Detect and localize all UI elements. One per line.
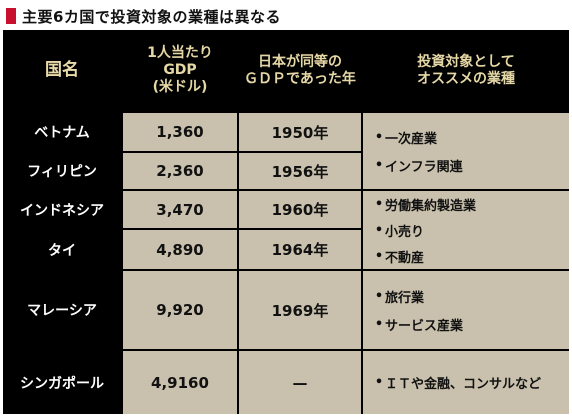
row-year-singapore: — bbox=[239, 351, 361, 414]
comparison-table: 国名 1人当たり GDP (米ドル) 日本が同等の ＧＤＰであった年 投資対象と… bbox=[3, 30, 569, 414]
header-gdp: 1人当たり GDP (米ドル) bbox=[123, 30, 237, 111]
header-recommend-line2: オススメの業種 bbox=[417, 70, 515, 87]
title-marker bbox=[6, 8, 16, 24]
header-japan-year-line1: 日本が同等の bbox=[258, 53, 342, 70]
recommend-item: • ＩＴや金融、コンサルなど bbox=[374, 375, 542, 392]
title-bar: 主要6カ国で投資対象の業種は異なる bbox=[6, 6, 281, 26]
recommend-item: • インフラ関連 bbox=[374, 157, 463, 175]
recommend-item: • 旅行業 bbox=[374, 288, 425, 306]
row-year-vietnam: 1950年 bbox=[239, 113, 361, 151]
row-gdp-indonesia: 3,470 bbox=[123, 191, 237, 228]
recommend-item: • 不動産 bbox=[374, 248, 425, 266]
row-country-vietnam: ベトナム bbox=[3, 113, 121, 151]
header-country: 国名 bbox=[3, 30, 121, 111]
row-year-philippines: 1956年 bbox=[239, 153, 361, 189]
row-gdp-philippines: 2,360 bbox=[123, 153, 237, 189]
header-japan-year-line2: ＧＤＰであった年 bbox=[244, 70, 356, 87]
header-gdp-line2: GDP bbox=[163, 62, 197, 78]
row-country-singapore: シンガポール bbox=[3, 351, 121, 414]
row-country-malaysia: マレーシア bbox=[3, 271, 121, 349]
header-recommend-line1: 投資対象として bbox=[417, 53, 515, 70]
recommend-item: • 一次産業 bbox=[374, 129, 438, 147]
row-country-indonesia: インドネシア bbox=[3, 191, 121, 228]
header-gdp-line3: (米ドル) bbox=[152, 79, 208, 95]
recommend-item: • 小売り bbox=[374, 222, 425, 240]
row-gdp-vietnam: 1,360 bbox=[123, 113, 237, 151]
header-gdp-line1: 1人当たり bbox=[147, 45, 213, 61]
row-gdp-malaysia: 9,920 bbox=[123, 271, 237, 349]
recommend-group-4: • ＩＴや金融、コンサルなど bbox=[363, 351, 569, 414]
recommend-item: • サービス産業 bbox=[374, 316, 464, 334]
row-year-thailand: 1964年 bbox=[239, 230, 361, 269]
recommend-group-1: • 一次産業 • インフラ関連 bbox=[363, 113, 569, 189]
recommend-group-3: • 旅行業 • サービス産業 bbox=[363, 271, 569, 349]
row-country-thailand: タイ bbox=[3, 230, 121, 269]
row-gdp-singapore: 4,9160 bbox=[123, 351, 237, 414]
row-gdp-thailand: 4,890 bbox=[123, 230, 237, 269]
header-japan-year: 日本が同等の ＧＤＰであった年 bbox=[239, 30, 361, 111]
header-recommend: 投資対象として オススメの業種 bbox=[363, 30, 569, 111]
row-year-malaysia: 1969年 bbox=[239, 271, 361, 349]
recommend-item: • 労働集約製造業 bbox=[374, 196, 477, 214]
page-title: 主要6カ国で投資対象の業種は異なる bbox=[22, 7, 281, 26]
recommend-group-2: • 労働集約製造業 • 小売り • 不動産 bbox=[363, 191, 569, 269]
row-year-indonesia: 1960年 bbox=[239, 191, 361, 228]
row-country-philippines: フィリピン bbox=[3, 153, 121, 189]
